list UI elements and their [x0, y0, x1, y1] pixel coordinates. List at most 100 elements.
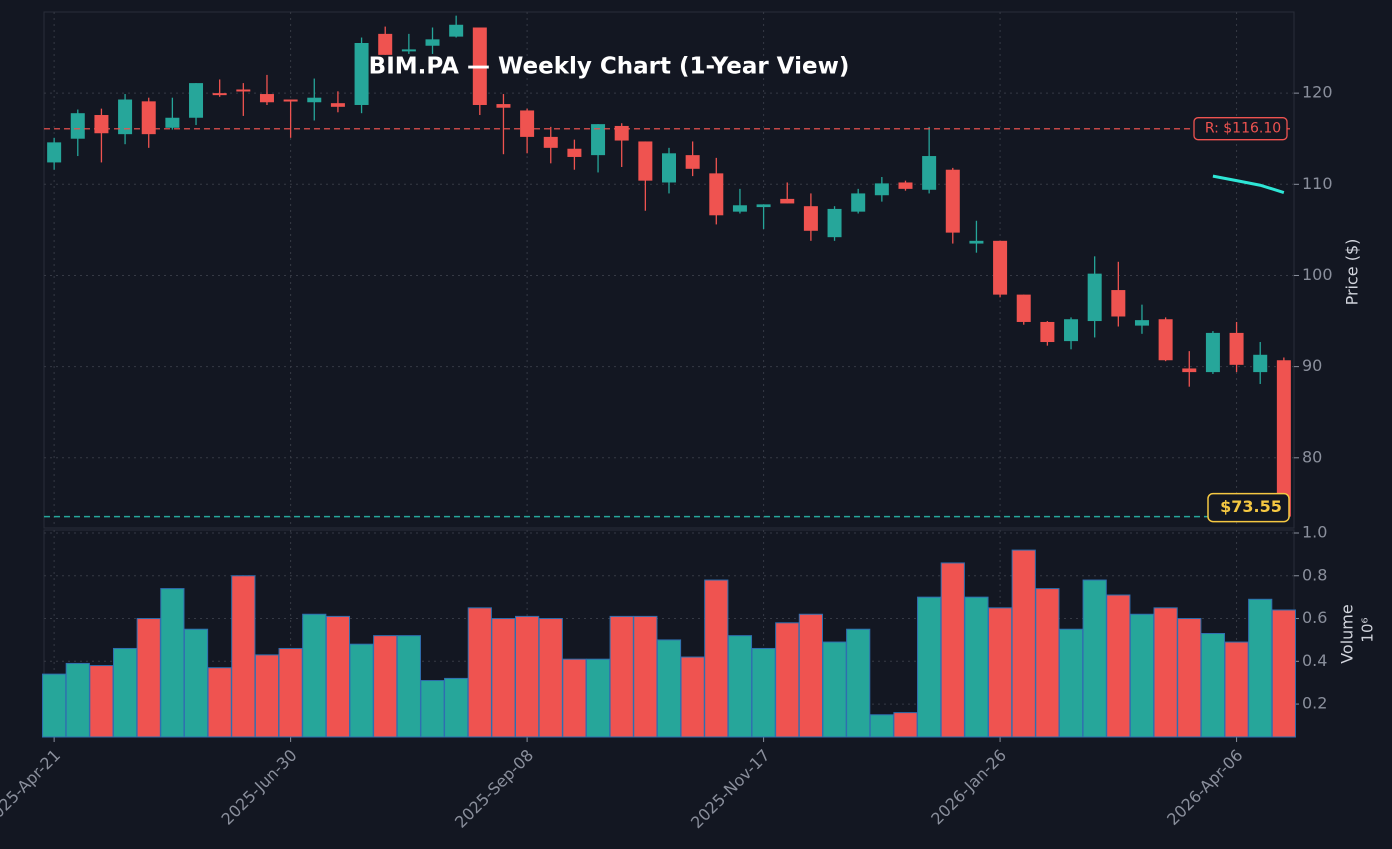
price-panel — [43, 11, 1295, 529]
volume-scale-label: 10⁶ — [1359, 617, 1377, 642]
volume-bar — [704, 579, 729, 738]
volume-bar — [444, 677, 469, 738]
candle-body — [1253, 354, 1268, 373]
overlay-line — [1212, 174, 1285, 194]
last-price-label-box — [1207, 492, 1290, 523]
candle-body — [662, 153, 676, 183]
candle-body — [1276, 360, 1291, 517]
candle-body — [47, 142, 62, 163]
volume-bar — [65, 662, 90, 738]
candle-body — [993, 240, 1008, 295]
volume-bar — [231, 575, 256, 738]
y2-tick-label: 1.0 — [1302, 522, 1327, 541]
candle-body — [141, 101, 156, 135]
candle-body — [425, 39, 440, 46]
volume-bar — [1106, 594, 1131, 738]
volume-bar — [349, 643, 374, 738]
y2-tick-label: 0.8 — [1302, 565, 1327, 584]
volume-bar — [869, 714, 894, 738]
candle-body — [1182, 368, 1197, 373]
volume-bar — [278, 647, 303, 738]
volume-bar — [538, 618, 563, 738]
candle-body — [1087, 273, 1102, 322]
volume-bar — [1129, 613, 1155, 738]
volume-bar — [1224, 641, 1249, 738]
candle-body — [638, 141, 653, 181]
candle-body — [330, 103, 345, 107]
volume-bar — [680, 656, 705, 738]
candle-body — [283, 99, 298, 102]
y-tick-label: 100 — [1302, 265, 1333, 284]
candle-body — [354, 42, 369, 105]
candle-body — [922, 156, 937, 190]
candle-body — [567, 148, 582, 157]
volume-bar — [1177, 618, 1202, 738]
volume-bar — [1248, 598, 1273, 738]
y2-tick-label: 0.2 — [1302, 694, 1327, 713]
volume-bar — [822, 641, 847, 738]
candle-body — [1040, 321, 1055, 343]
candle-body — [709, 173, 724, 216]
volume-bar — [656, 639, 682, 738]
volume-bar — [467, 607, 492, 738]
volume-bar — [585, 658, 611, 738]
volume-bar — [798, 613, 823, 738]
last-price-label: $73.55 — [1220, 497, 1282, 516]
y-tick-label: 80 — [1302, 447, 1322, 466]
resistance-label: R: $116.10 — [1205, 121, 1281, 137]
volume-bar — [515, 615, 540, 738]
candle-body — [969, 240, 984, 244]
candle-body — [1016, 294, 1031, 322]
volume-bar — [491, 618, 516, 738]
candle-body — [756, 204, 771, 208]
volume-bar — [89, 665, 114, 738]
volume-bar — [940, 562, 965, 738]
candle-body — [1205, 332, 1220, 373]
volume-bar — [183, 628, 209, 738]
volume-bar — [727, 635, 753, 738]
volume-bar — [1153, 607, 1178, 738]
candle-body — [685, 155, 700, 169]
candle-body — [212, 93, 227, 96]
volume-bar — [207, 667, 232, 738]
volume-bar — [160, 588, 185, 738]
volume-bar — [1082, 579, 1107, 738]
y2-tick-label: 0.6 — [1302, 608, 1327, 627]
volume-bar — [893, 712, 918, 738]
candle-body — [1111, 290, 1126, 317]
volume-bar — [846, 628, 871, 738]
candle-body — [780, 198, 795, 204]
candle-body — [165, 117, 180, 128]
volume-bar — [1035, 588, 1060, 738]
volume-bar — [775, 622, 800, 738]
volume-bar — [112, 647, 138, 738]
volume-bar — [562, 658, 587, 738]
candle-body — [851, 193, 866, 212]
volume-bar — [1271, 609, 1296, 738]
candle-body — [874, 183, 889, 196]
candle-body — [732, 205, 747, 212]
candle-body — [1158, 319, 1173, 361]
y-tick-label: 90 — [1302, 356, 1322, 375]
candle-body — [827, 208, 842, 238]
volume-bar — [302, 613, 327, 738]
candle-body — [118, 99, 133, 135]
candle-body — [543, 136, 558, 148]
candle-body — [70, 113, 85, 139]
candle-body — [94, 115, 109, 134]
candle-body — [401, 49, 416, 52]
volume-bar — [917, 596, 942, 738]
candle-body — [472, 27, 487, 105]
volume-bar — [1058, 628, 1084, 738]
volume-axis-label: Volume — [1338, 604, 1357, 664]
volume-bar — [609, 615, 634, 738]
candle-body — [378, 33, 393, 55]
volume-bar — [136, 618, 161, 738]
volume-bar — [325, 615, 351, 738]
volume-bar — [987, 607, 1013, 738]
candle-body — [259, 94, 274, 103]
candle-body — [803, 206, 818, 231]
candle-body — [307, 97, 322, 103]
candle-body — [591, 124, 606, 156]
